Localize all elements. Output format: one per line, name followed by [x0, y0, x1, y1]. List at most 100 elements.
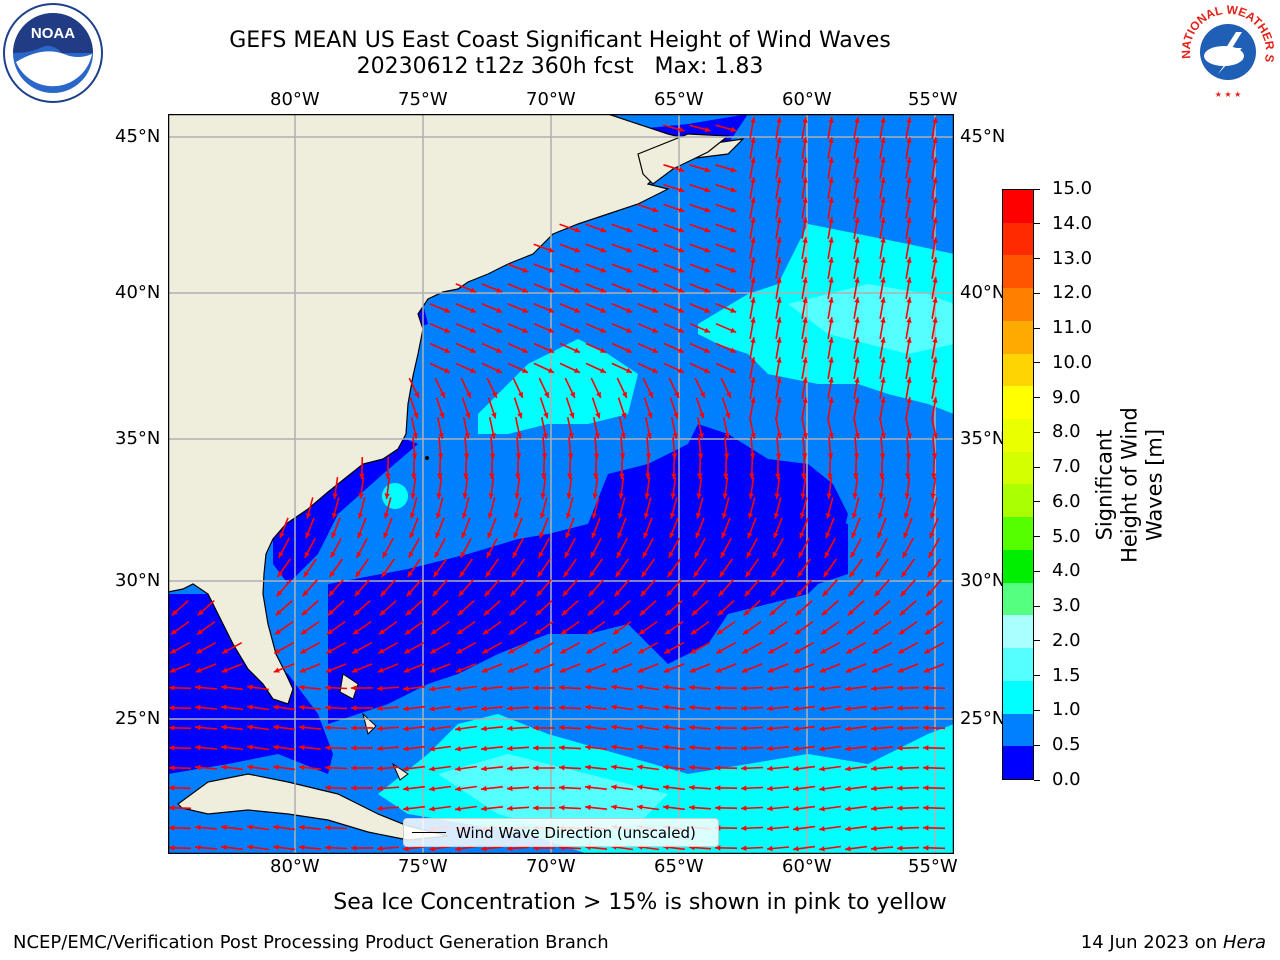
wave-direction-arrowhead — [409, 512, 416, 519]
wave-direction-arrowhead — [594, 433, 600, 439]
wave-direction-arrowhead — [457, 629, 463, 635]
wave-direction-arrowhead — [620, 433, 626, 439]
wave-direction-arrowhead — [652, 327, 659, 333]
wave-direction-arrowhead — [548, 347, 554, 353]
wave-direction-arrowhead — [871, 825, 877, 832]
wave-direction-arrowhead — [483, 609, 490, 616]
wave-direction-arrowhead — [541, 453, 548, 459]
wave-direction-arrowhead — [880, 237, 886, 243]
wave-direction-arrowhead — [626, 287, 633, 293]
wave-direction-arrowhead — [458, 590, 465, 597]
wave-direction-arrowhead — [507, 705, 513, 712]
wave-direction-arrowhead — [533, 765, 539, 771]
wave-direction-arrowhead — [854, 117, 860, 123]
wave-direction-arrowhead — [932, 237, 938, 243]
colorbar-tick-mark — [1034, 188, 1040, 190]
wave-direction-arrowhead — [828, 237, 834, 243]
wave-direction-arrowhead — [470, 327, 477, 333]
wave-direction-arrowhead — [880, 257, 886, 263]
wave-direction-arrowhead — [819, 766, 825, 772]
colorbar-tick-label: 0.5 — [1052, 734, 1081, 756]
wave-direction-arrowhead — [693, 571, 699, 577]
lon-tick-bottom-55w: 55°W — [908, 856, 958, 877]
wave-direction-arrowhead — [562, 590, 569, 597]
wave-direction-arrowhead — [169, 765, 175, 771]
wave-direction-arrowhead — [767, 685, 773, 692]
lon-tick-bottom-65w: 65°W — [654, 856, 704, 877]
wave-direction-arrowhead — [928, 551, 934, 558]
wave-direction-arrowhead — [533, 805, 539, 811]
wave-direction-arrowhead — [408, 551, 414, 558]
lon-tick-top-60w: 60°W — [782, 89, 832, 110]
wave-direction-arrowhead — [637, 804, 643, 810]
wave-direction-arrowhead — [730, 287, 737, 293]
wave-direction-arrowhead — [273, 844, 279, 850]
wave-direction-arrowhead — [749, 453, 756, 459]
wave-direction-arrowhead — [750, 377, 756, 383]
wave-direction-arrowhead — [932, 317, 938, 323]
colorbar-swatch — [1003, 386, 1033, 420]
wave-direction-arrowhead — [923, 705, 929, 711]
wave-direction-arrowhead — [750, 177, 756, 183]
wave-direction-arrowhead — [508, 648, 515, 654]
wave-direction-arrowhead — [637, 744, 643, 750]
wave-direction-arrowhead — [880, 297, 886, 303]
wave-direction-arrowhead — [819, 686, 825, 692]
wave-direction-arrowhead — [906, 377, 912, 383]
wave-direction-arrowhead — [611, 704, 617, 710]
wave-direction-arrowhead — [358, 493, 364, 499]
colorbar — [1002, 189, 1034, 780]
wave-direction-arrowhead — [767, 725, 773, 732]
wave-direction-arrowhead — [871, 785, 877, 792]
wave-direction-arrowhead — [359, 473, 365, 479]
colorbar-label-line1: Significant Height of Wind — [1092, 407, 1142, 563]
wave-direction-arrowhead — [773, 532, 779, 539]
wave-direction-arrowhead — [880, 197, 886, 203]
wave-direction-arrowhead — [644, 493, 650, 499]
wave-direction-arrowhead — [750, 117, 756, 123]
colorbar-swatch — [1003, 713, 1033, 747]
wave-direction-arrowhead — [567, 473, 573, 479]
wave-direction-arrowhead — [678, 167, 685, 173]
wave-direction-arrowhead — [828, 297, 834, 303]
wave-direction-arrowhead — [536, 590, 543, 597]
wave-direction-arrowhead — [590, 551, 596, 558]
wave-direction-arrowhead — [379, 609, 386, 616]
wave-direction-arrowhead — [678, 247, 685, 253]
wave-direction-arrowhead — [169, 805, 175, 811]
wave-direction-arrowhead — [247, 764, 253, 770]
wave-direction-arrowhead — [487, 512, 494, 519]
wave-direction-arrowhead — [717, 609, 724, 616]
wave-direction-arrowhead — [299, 667, 306, 673]
wave-direction-arrowhead — [461, 532, 467, 539]
wave-direction-arrowhead — [221, 744, 227, 750]
wave-direction-arrowhead — [845, 667, 852, 673]
wave-direction-arrowhead — [637, 667, 644, 673]
colorbar-tick-mark — [1034, 675, 1040, 677]
wave-direction-arrowhead — [828, 217, 834, 223]
wave-direction-arrowhead — [923, 845, 929, 851]
wave-direction-arrowhead — [595, 412, 601, 419]
wave-direction-arrowhead — [775, 453, 782, 459]
wave-direction-arrowhead — [646, 433, 652, 439]
wave-direction-arrowhead — [436, 493, 442, 499]
wave-direction-arrowhead — [405, 629, 411, 635]
wave-direction-arrowhead — [845, 846, 851, 852]
wave-direction-arrowhead — [897, 785, 903, 791]
wave-direction-arrowhead — [170, 648, 177, 654]
wave-direction-arrowhead — [879, 473, 885, 479]
wave-direction-arrowhead — [561, 629, 567, 635]
wave-direction-arrowhead — [663, 784, 669, 790]
wave-direction-arrowhead — [600, 307, 607, 313]
wave-direction-arrowhead — [626, 327, 633, 333]
lon-tick-bottom-70w: 70°W — [526, 856, 576, 877]
colorbar-swatch — [1003, 353, 1033, 387]
wave-direction-arrowhead — [195, 704, 201, 711]
wave-direction-arrowhead — [845, 806, 851, 812]
wave-direction-arrowhead — [819, 806, 825, 812]
wave-direction-arrowhead — [221, 724, 227, 730]
wave-direction-arrowhead — [880, 397, 886, 403]
wave-direction-arrowhead — [691, 609, 698, 616]
wave-direction-arrowhead — [432, 590, 439, 597]
wave-direction-arrowhead — [880, 433, 886, 439]
